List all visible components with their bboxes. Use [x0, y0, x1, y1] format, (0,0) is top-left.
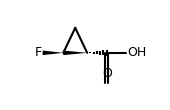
- Text: F: F: [35, 46, 41, 59]
- Polygon shape: [63, 51, 87, 55]
- Polygon shape: [43, 51, 63, 55]
- Text: OH: OH: [127, 46, 147, 59]
- Text: O: O: [102, 67, 112, 80]
